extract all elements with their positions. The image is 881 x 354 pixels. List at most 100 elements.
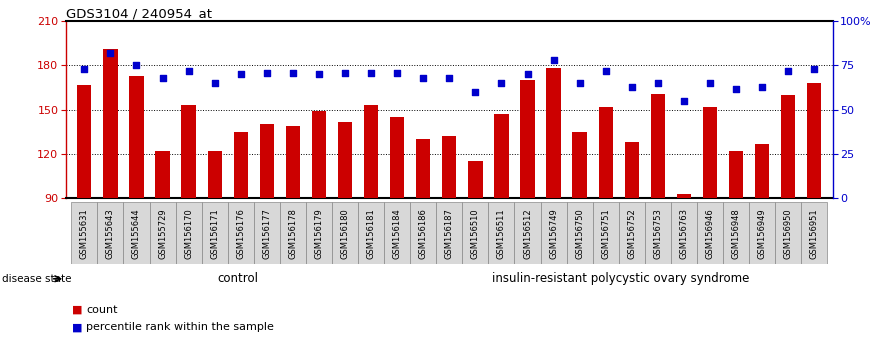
Bar — [98, 202, 123, 264]
Bar — [618, 202, 645, 264]
Bar — [729, 151, 744, 198]
Bar — [468, 161, 483, 198]
Bar — [306, 202, 332, 264]
Bar — [645, 202, 671, 264]
Text: GSM156512: GSM156512 — [523, 208, 532, 259]
Point — [416, 75, 430, 81]
Bar — [260, 125, 274, 198]
Text: GSM156949: GSM156949 — [758, 208, 766, 259]
Point — [260, 70, 274, 75]
Text: GSM156511: GSM156511 — [497, 208, 506, 259]
Text: GSM156749: GSM156749 — [549, 208, 558, 259]
Text: GSM156187: GSM156187 — [445, 208, 454, 259]
Bar — [227, 202, 254, 264]
Point — [703, 80, 717, 86]
Point — [755, 84, 769, 90]
Bar — [202, 202, 227, 264]
Text: GSM156181: GSM156181 — [366, 208, 375, 259]
Bar — [390, 117, 404, 198]
Bar — [723, 202, 749, 264]
Text: percentile rank within the sample: percentile rank within the sample — [86, 322, 274, 332]
Bar — [411, 202, 436, 264]
Point — [729, 86, 744, 91]
Bar — [573, 132, 587, 198]
Text: disease state: disease state — [2, 274, 71, 284]
Point — [807, 66, 821, 72]
Point — [390, 70, 404, 75]
Bar — [566, 202, 593, 264]
Bar — [181, 105, 196, 198]
Point — [130, 63, 144, 68]
Bar — [625, 142, 639, 198]
Point — [442, 75, 456, 81]
Bar — [546, 68, 561, 198]
Bar — [807, 83, 821, 198]
Text: GSM156170: GSM156170 — [184, 208, 193, 259]
Text: GSM156951: GSM156951 — [810, 208, 818, 259]
Bar — [416, 139, 431, 198]
Bar — [671, 202, 697, 264]
Text: GSM156179: GSM156179 — [315, 208, 323, 259]
Bar — [593, 202, 618, 264]
Bar — [521, 80, 535, 198]
Point — [521, 72, 535, 77]
Point — [469, 89, 483, 95]
Text: GSM155729: GSM155729 — [158, 208, 167, 259]
Text: ■: ■ — [72, 305, 83, 315]
Point — [233, 72, 248, 77]
Bar — [384, 202, 411, 264]
Text: GSM156750: GSM156750 — [575, 208, 584, 259]
Bar — [332, 202, 358, 264]
Bar — [78, 85, 92, 198]
Bar — [488, 202, 515, 264]
Bar — [155, 151, 170, 198]
Text: GSM156950: GSM156950 — [784, 208, 793, 259]
Bar — [755, 144, 769, 198]
Point — [677, 98, 691, 104]
Bar — [123, 202, 150, 264]
Point — [625, 84, 639, 90]
Bar — [103, 49, 117, 198]
Point — [103, 50, 117, 56]
Bar — [515, 202, 541, 264]
Bar — [677, 194, 691, 198]
Bar — [312, 111, 326, 198]
Bar — [651, 93, 665, 198]
Text: GDS3104 / 240954_at: GDS3104 / 240954_at — [66, 7, 212, 20]
Text: GSM156763: GSM156763 — [679, 208, 688, 259]
Bar — [703, 107, 717, 198]
Bar — [233, 132, 248, 198]
Bar — [364, 105, 378, 198]
Point — [155, 75, 169, 81]
Point — [208, 80, 222, 86]
Text: GSM156510: GSM156510 — [470, 208, 480, 259]
Point — [546, 57, 560, 63]
Bar — [436, 202, 463, 264]
Text: GSM156948: GSM156948 — [731, 208, 741, 259]
Point — [364, 70, 378, 75]
Bar — [598, 107, 613, 198]
Bar — [494, 114, 508, 198]
Text: GSM156752: GSM156752 — [627, 208, 636, 259]
Text: ■: ■ — [72, 322, 83, 332]
Point — [494, 80, 508, 86]
Text: insulin-resistant polycystic ovary syndrome: insulin-resistant polycystic ovary syndr… — [492, 272, 750, 285]
Point — [599, 68, 613, 74]
Text: GSM156178: GSM156178 — [288, 208, 298, 259]
Text: GSM156171: GSM156171 — [211, 208, 219, 259]
Text: GSM156177: GSM156177 — [263, 208, 271, 259]
Text: GSM156946: GSM156946 — [706, 208, 714, 259]
Bar — [208, 151, 222, 198]
Text: GSM156186: GSM156186 — [418, 208, 428, 259]
Text: GSM155631: GSM155631 — [80, 208, 89, 259]
Bar — [781, 95, 796, 198]
Bar — [280, 202, 306, 264]
Point — [285, 70, 300, 75]
Bar — [254, 202, 280, 264]
Bar — [442, 136, 456, 198]
Bar — [130, 76, 144, 198]
Bar — [541, 202, 566, 264]
Text: GSM156751: GSM156751 — [601, 208, 611, 259]
Text: GSM156753: GSM156753 — [654, 208, 663, 259]
Text: count: count — [86, 305, 118, 315]
